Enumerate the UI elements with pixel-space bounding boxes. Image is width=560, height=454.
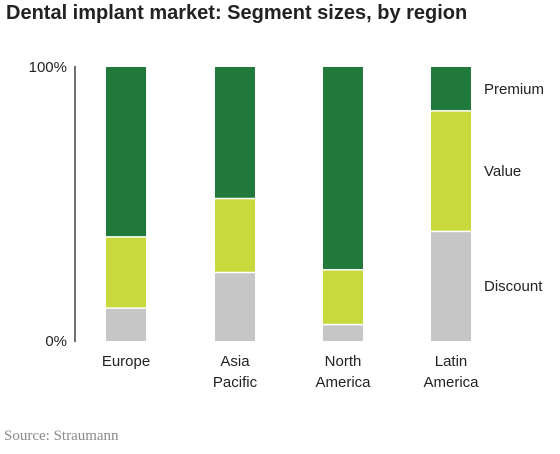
y-tick-label: 100% — [29, 59, 67, 76]
axis-layer: 0% 100% — [29, 59, 76, 350]
labels-layer: Europe Asia Pacific North America Latin Americ… — [102, 81, 544, 391]
legend-label-discount: Discount — [484, 278, 543, 295]
chart-title: Dental implant market: Segment sizes, by… — [6, 2, 468, 24]
x-category-label: Latin America — [423, 353, 479, 391]
bar-segment-premium — [215, 67, 255, 198]
bar-segment-premium — [323, 67, 363, 270]
bar-segment-discount — [215, 273, 255, 341]
x-category-label: North America — [315, 353, 371, 391]
bars-layer — [106, 67, 471, 341]
x-category-label: Europe — [102, 353, 150, 370]
bar-segment-discount — [323, 325, 363, 341]
source-note: Source: Straumann — [4, 428, 119, 444]
bar-segment-discount — [431, 232, 471, 341]
y-tick-label: 0% — [45, 333, 67, 350]
legend-label-premium: Premium — [484, 81, 544, 98]
bar-segment-discount — [106, 308, 146, 341]
bar-segment-premium — [106, 67, 146, 237]
bar-segment-premium — [431, 67, 471, 111]
x-category-label: Asia Pacific — [213, 353, 258, 391]
bar-segment-value — [323, 270, 363, 324]
bar-segment-value — [106, 237, 146, 308]
bar-segment-value — [431, 111, 471, 231]
legend-label-value: Value — [484, 163, 521, 180]
bar-segment-value — [215, 199, 255, 272]
